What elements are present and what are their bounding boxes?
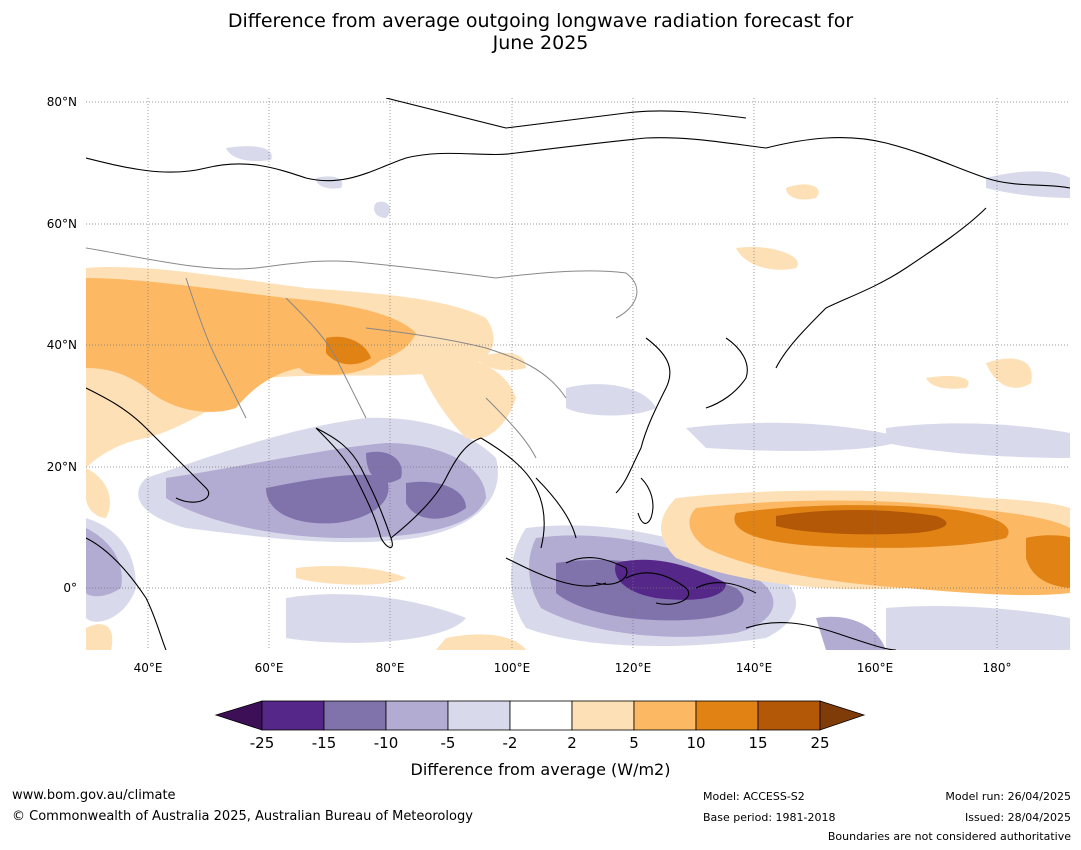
colorbar-tick: -25 [249, 734, 275, 752]
map-canvas [86, 98, 1070, 650]
lon-label-80e: 80°E [375, 661, 405, 675]
colorbar-bin-6 [571, 700, 635, 731]
footer-model: Model: ACCESS-S2 [703, 790, 805, 803]
lon-label-160e: 160°E [856, 661, 894, 675]
title-line-2: June 2025 [492, 32, 589, 54]
anomaly-dark-orange [776, 510, 947, 535]
colorbar-tick: -10 [373, 734, 399, 752]
lon-label-120e: 120°E [614, 661, 652, 675]
lon-label-100e: 100°E [493, 661, 531, 675]
footer-base-period: Base period: 1981-2018 [703, 811, 836, 824]
colorbar [214, 700, 866, 731]
colorbar-tick: 15 [748, 734, 768, 752]
colorbar-bin-4 [447, 700, 511, 731]
lon-label-180: 180° [982, 661, 1012, 675]
coastlines [86, 98, 1070, 650]
anomaly-deep-purple [615, 559, 726, 600]
country-borders [86, 247, 638, 459]
lat-label-0: 0° [63, 581, 77, 595]
lat-label-80n: 80°N [46, 95, 77, 109]
colorbar-bin-7 [633, 700, 697, 731]
lat-label-40n: 40°N [46, 338, 77, 352]
graticule [86, 98, 1070, 650]
colorbar-bin-1 [261, 700, 325, 731]
colorbar-tick: -15 [311, 734, 337, 752]
lon-label-60e: 60°E [254, 661, 284, 675]
colorbar-bin-3 [385, 700, 449, 731]
colorbar-extend-high [819, 700, 866, 731]
colorbar-bin-9 [757, 700, 821, 731]
footer-disclaimer: Boundaries are not considered authoritat… [827, 830, 1071, 843]
title-line-1: Difference from average outgoing longwav… [227, 10, 854, 32]
colorbar-extend-low [214, 700, 263, 731]
colorbar-bin-5 [509, 700, 573, 731]
colorbar-tick: 25 [810, 734, 830, 752]
chart-title: Difference from average outgoing longwav… [0, 10, 1081, 54]
colorbar-tick: 2 [567, 734, 577, 752]
colorbar-label: Difference from average (W/m2) [410, 760, 671, 779]
colorbar-bin-2 [323, 700, 387, 731]
footer-issued: Issued: 28/04/2025 [964, 811, 1071, 824]
footer-url[interactable]: www.bom.gov.au/climate [12, 788, 176, 803]
lat-label-60n: 60°N [46, 217, 77, 231]
colorbar-tick: 5 [629, 734, 639, 752]
lon-label-140e: 140°E [735, 661, 773, 675]
lon-label-40e: 40°E [133, 661, 163, 675]
colorbar-tick: -5 [440, 734, 456, 752]
colorbar-tick: 10 [686, 734, 706, 752]
footer-model-run: Model run: 26/04/2025 [945, 790, 1071, 803]
colorbar-tick: -2 [502, 734, 518, 752]
olr-anomaly-map [86, 98, 1070, 650]
colorbar-bin-8 [695, 700, 759, 731]
footer-copyright: © Commonwealth of Australia 2025, Austra… [12, 809, 473, 824]
lat-label-20n: 20°N [46, 460, 77, 474]
